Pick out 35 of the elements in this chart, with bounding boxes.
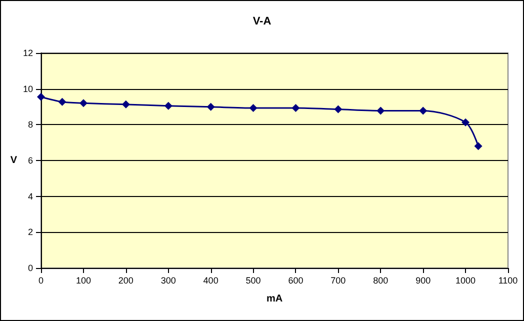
- point: [292, 104, 300, 112]
- x-tick-label: 100: [76, 276, 91, 286]
- x-tick-label: 900: [416, 276, 431, 286]
- chart-title: V-A: [252, 16, 272, 28]
- point: [58, 98, 66, 106]
- x-tick-label: 1100: [498, 276, 518, 286]
- x-tick-label: 500: [246, 276, 261, 286]
- x-tick-label: 800: [373, 276, 388, 286]
- x-tick-label: 600: [288, 276, 304, 286]
- point: [79, 99, 88, 108]
- y-axis-title: V: [10, 155, 18, 166]
- point: [206, 102, 215, 111]
- y-tick-label: 10: [22, 84, 33, 94]
- x-tick-label: 400: [203, 276, 218, 286]
- x-tick-label: 300: [160, 276, 176, 286]
- point: [462, 118, 470, 126]
- y-tick-label: 8: [28, 120, 33, 130]
- x-axis-title: mA: [266, 294, 283, 304]
- x-tick-label: 1000: [456, 276, 476, 286]
- x-tick-label: 200: [118, 276, 134, 286]
- point: [474, 142, 482, 150]
- point: [376, 106, 385, 115]
- point: [164, 102, 172, 110]
- y-tick-label: 6: [28, 156, 33, 166]
- y-tick-label: 4: [28, 191, 33, 202]
- y-tick-label: 0: [28, 263, 33, 273]
- point: [249, 104, 258, 112]
- point: [37, 92, 45, 101]
- point: [122, 100, 130, 108]
- point: [419, 106, 428, 115]
- y-tick-label: 2: [28, 227, 33, 238]
- point: [334, 105, 342, 114]
- x-tick-label: 0: [38, 276, 44, 286]
- x-tick-label: 700: [330, 276, 346, 286]
- y-tick-label: 12: [22, 48, 33, 58]
